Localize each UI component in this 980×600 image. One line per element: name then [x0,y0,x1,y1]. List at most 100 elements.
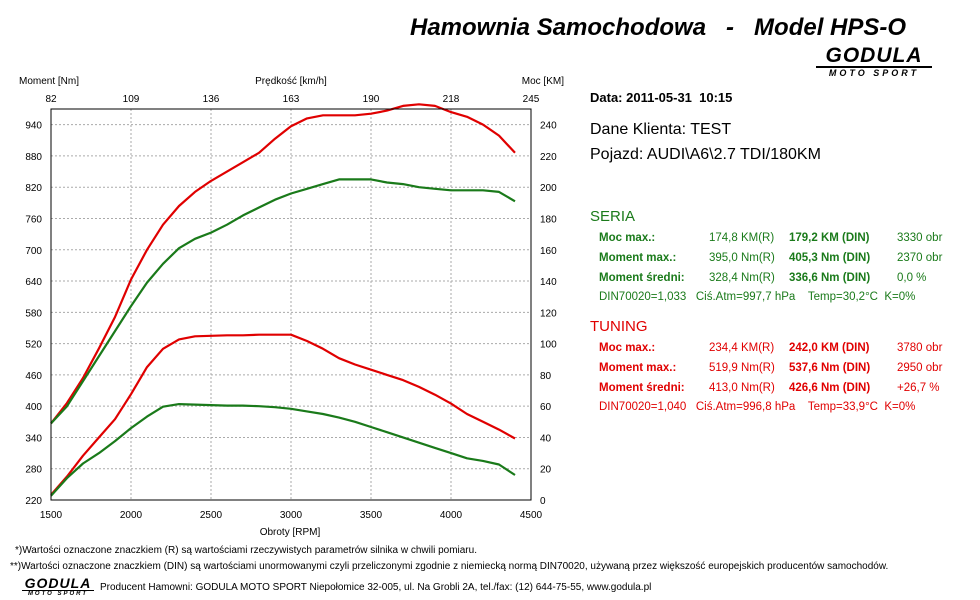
left-tick-label: 760 [25,214,42,225]
right-tick-label: 60 [540,402,552,413]
tuning-heading: TUNING [590,318,648,335]
right-axis-label: Moc [KM] [522,76,564,87]
temperature: Temp=33,9°C [807,401,878,413]
stat-extra: 0,0 % [897,272,927,284]
left-tick-label: 640 [25,277,42,288]
k-factor: K=0% [884,291,916,303]
table-row: Moment max.: 519,9 Nm(R) 537,6 Nm (DIN) … [599,358,942,378]
top-tick-label: 245 [523,94,540,105]
stat-din: 405,3 Nm (DIN) [789,252,871,264]
left-tick-label: 340 [25,433,42,444]
top-tick-label: 136 [203,94,220,105]
stat-label: Moment max.: [599,252,677,264]
left-tick-label: 580 [25,308,42,319]
right-tick-label: 180 [540,214,557,225]
client-line: Dane Klienta: TEST [590,121,732,138]
right-tick-label: 240 [540,121,557,132]
table-row: Moc max.: 174,8 KM(R) 179,2 KM (DIN) 333… [599,228,942,248]
godula-logo-small: GODULA MOTO SPORT [22,576,94,597]
table-row: Moment max.: 395,0 Nm(R) 405,3 Nm (DIN) … [599,248,942,268]
atm-pressure: Ciś.Atm=996,8 hPa [695,401,796,413]
atm-pressure: Ciś.Atm=997,7 hPa [695,291,796,303]
stat-din: 336,6 Nm (DIN) [789,272,871,284]
logo-text: GODULA [22,576,94,591]
right-tick-label: 160 [540,246,557,257]
din-factor: DIN70020=1,033 [599,291,687,303]
left-tick-label: 280 [25,465,42,476]
left-tick-label: 520 [25,340,42,351]
stat-label: Moment max.: [599,362,677,374]
seria-table: Moc max.: 174,8 KM(R) 179,2 KM (DIN) 333… [599,228,942,288]
left-tick-label: 460 [25,371,42,382]
left-tick-label: 700 [25,246,42,257]
left-tick-label: 940 [25,121,42,132]
stat-extra: 3330 obr [897,232,943,244]
right-tick-label: 200 [540,183,557,194]
stat-extra: +26,7 % [897,382,940,394]
godula-logo: GODULA MOTO SPORT [816,45,932,78]
seria-footer: DIN70020=1,033 Ciś.Atm=997,7 hPa Temp=30… [599,291,915,303]
x-tick-label: 1500 [40,510,63,521]
right-tick-label: 220 [540,152,557,163]
stat-real: 234,4 KM(R) [709,342,775,354]
page-title: Hamownia Samochodowa - Model HPS-O [410,14,907,41]
x-tick-label: 3000 [280,510,303,521]
stat-din: 242,0 KM (DIN) [789,342,870,354]
stat-real: 174,8 KM(R) [709,232,775,244]
stat-real: 519,9 Nm(R) [709,362,775,374]
stat-label: Moc max.: [599,342,656,354]
left-tick-label: 820 [25,183,42,194]
tuning-power-line [50,103,516,425]
x-axis-label: Obroty [RPM] [260,527,321,538]
din-factor: DIN70020=1,040 [599,401,687,413]
tuning-torque-line [50,333,516,496]
logo-subtext: MOTO SPORT [828,68,920,78]
stat-real: 413,0 Nm(R) [709,382,775,394]
table-row: Moment średni: 413,0 Nm(R) 426,6 Nm (DIN… [599,378,942,398]
left-axis-label: Moment [Nm] [19,76,79,87]
right-tick-label: 80 [540,371,552,382]
dyno-chart: Moment [Nm] Prędkość [km/h] Moc [KM] Obr… [19,76,564,538]
right-tick-label: 40 [540,433,552,444]
tick-labels: 1500822000109250013630001633500190400021… [25,94,557,521]
vehicle-line: Pojazd: AUDI\A6\2.7 TDI/180KM [590,146,821,163]
top-tick-label: 218 [443,94,460,105]
k-factor: K=0% [884,401,916,413]
stat-extra: 2950 obr [897,362,943,374]
top-tick-label: 82 [45,94,57,105]
stat-din: 537,6 Nm (DIN) [789,362,871,374]
stat-real: 328,4 Nm(R) [709,272,775,284]
grid [50,109,532,501]
stat-extra: 2370 obr [897,252,943,264]
left-tick-label: 220 [25,496,42,507]
right-tick-label: 140 [540,277,557,288]
x-tick-label: 2000 [120,510,143,521]
top-tick-label: 163 [283,94,300,105]
footnote-din: **)Wartości oznaczone znaczkiem (DIN) są… [10,561,889,572]
footnote-r: *)Wartości oznaczone znaczkiem (R) są wa… [15,545,477,556]
logo-text: GODULA [816,45,932,68]
x-tick-label: 4000 [440,510,463,521]
seria-power-line [50,178,516,425]
stat-real: 395,0 Nm(R) [709,252,775,264]
x-tick-label: 2500 [200,510,223,521]
seria-heading: SERIA [590,208,636,225]
stat-label: Moc max.: [599,232,656,244]
plot-frame [50,108,532,501]
curves [50,103,516,497]
table-row: Moc max.: 234,4 KM(R) 242,0 KM (DIN) 378… [599,338,942,358]
top-tick-label: 109 [123,94,140,105]
stat-din: 426,6 Nm (DIN) [789,382,871,394]
temperature: Temp=30,2°C [807,291,878,303]
x-tick-label: 3500 [360,510,383,521]
right-tick-label: 0 [540,496,546,507]
x-tick-label: 4500 [520,510,543,521]
stat-label: Moment średni: [599,272,685,284]
stat-label: Moment średni: [599,382,685,394]
table-row: Moment średni: 328,4 Nm(R) 336,6 Nm (DIN… [599,268,942,288]
right-tick-label: 20 [540,465,552,476]
logo-subtext: MOTO SPORT [27,591,89,597]
left-tick-label: 880 [25,152,42,163]
tuning-footer: DIN70020=1,040 Ciś.Atm=996,8 hPa Temp=33… [599,401,915,413]
producer-line: Producent Hamowni: GODULA MOTO SPORT Nie… [100,582,652,593]
